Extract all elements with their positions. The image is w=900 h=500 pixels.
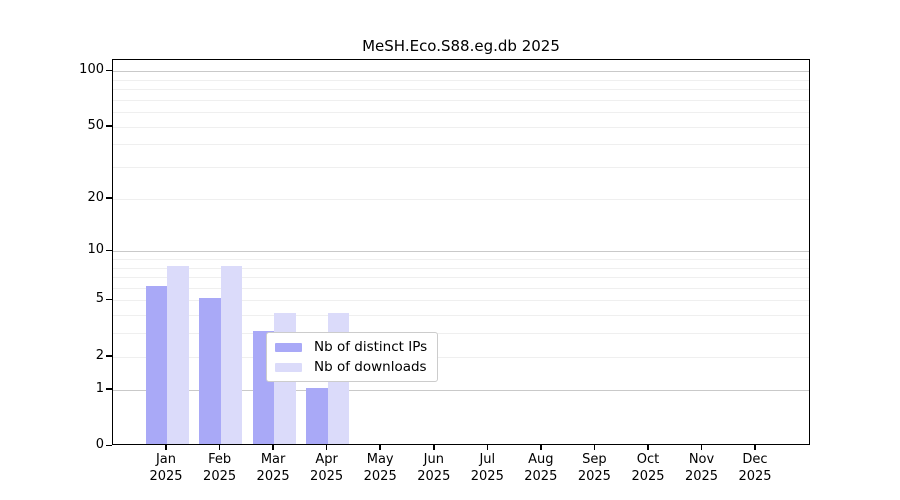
x-tick-label: May 2025 xyxy=(345,452,415,485)
x-tick-label: Apr 2025 xyxy=(292,452,362,485)
y-tick-label: 1 xyxy=(95,380,104,396)
bar-distinct-ips xyxy=(145,285,167,444)
legend: Nb of distinct IPs Nb of downloads xyxy=(266,332,439,382)
x-tick-label-month: Jan xyxy=(155,452,177,467)
y-tick-label: 10 xyxy=(87,242,104,258)
minor-gridline xyxy=(113,79,809,81)
x-tick-label: Jul 2025 xyxy=(452,452,522,485)
legend-label-distinct-ips: Nb of distinct IPs xyxy=(314,339,428,355)
minor-gridline xyxy=(113,258,809,260)
major-gridline xyxy=(113,389,809,391)
legend-swatch-distinct-ips xyxy=(275,342,302,352)
x-axis-tick xyxy=(218,445,221,450)
x-axis-tick xyxy=(754,445,756,450)
x-tick-label: Jun 2025 xyxy=(399,452,469,485)
x-tick-label-month: Nov xyxy=(688,452,715,467)
minor-gridline xyxy=(113,167,809,168)
major-gridline xyxy=(113,71,809,72)
y-axis-tick xyxy=(106,298,112,301)
legend-item-downloads: Nb of downloads xyxy=(275,359,427,375)
minor-gridline xyxy=(113,267,809,269)
minor-gridline xyxy=(113,198,809,200)
x-tick-label-month: May xyxy=(366,452,394,467)
x-tick-label: Dec 2025 xyxy=(720,452,790,485)
y-axis-tick xyxy=(106,69,112,71)
x-tick-label: Sep 2025 xyxy=(559,452,629,485)
x-axis-tick xyxy=(647,445,649,450)
x-tick-label-month: Mar xyxy=(260,452,286,467)
minor-gridline xyxy=(113,333,809,335)
x-tick-label-year: 2025 xyxy=(203,468,237,484)
minor-gridline xyxy=(113,99,809,101)
x-axis-tick xyxy=(325,445,328,450)
x-tick-label: Jan 2025 xyxy=(131,452,201,485)
y-axis-tick xyxy=(106,388,112,390)
major-gridline xyxy=(113,251,809,253)
x-tick-label-year: 2025 xyxy=(470,468,504,484)
chart-title: MeSH.Eco.S88.eg.db 2025 xyxy=(362,37,560,55)
minor-gridline xyxy=(113,126,809,128)
minor-gridline xyxy=(113,356,809,358)
x-tick-label-month: Jun xyxy=(423,452,444,467)
x-tick-label: Feb 2025 xyxy=(185,452,255,485)
minor-gridline xyxy=(113,287,809,289)
x-tick-label-year: 2025 xyxy=(524,468,558,484)
minor-gridline xyxy=(113,144,809,146)
x-axis-tick xyxy=(165,445,167,450)
y-tick-label: 0 xyxy=(95,437,104,452)
x-axis-tick xyxy=(486,445,488,450)
x-tick-label-year: 2025 xyxy=(363,468,397,484)
x-tick-label-month: Feb xyxy=(208,452,232,467)
x-tick-label-month: Apr xyxy=(315,452,338,467)
bar-downloads xyxy=(220,265,242,444)
x-axis-tick xyxy=(700,445,703,450)
x-tick-label-month: Aug xyxy=(528,452,554,467)
x-tick-label-month: Jul xyxy=(479,452,496,467)
x-tick-label-year: 2025 xyxy=(738,468,772,484)
x-tick-label: Nov 2025 xyxy=(667,452,737,485)
y-axis-tick xyxy=(106,125,112,127)
minor-gridline xyxy=(113,112,809,113)
plot-area xyxy=(112,59,810,445)
x-tick-label-month: Dec xyxy=(742,452,768,467)
x-tick-label-month: Sep xyxy=(582,452,607,467)
x-tick-label-year: 2025 xyxy=(310,468,344,484)
bar-distinct-ips xyxy=(199,298,221,444)
x-tick-label-year: 2025 xyxy=(417,468,451,484)
minor-gridline xyxy=(113,88,809,90)
x-tick-label-year: 2025 xyxy=(684,468,719,484)
x-tick-label: Aug 2025 xyxy=(506,452,576,485)
y-tick-label: 50 xyxy=(87,117,104,133)
x-tick-label-year: 2025 xyxy=(631,468,665,484)
x-axis-tick xyxy=(593,445,596,450)
x-tick-label-month: Oct xyxy=(636,452,660,467)
x-tick-label-year: 2025 xyxy=(149,468,183,484)
x-tick-label: Oct 2025 xyxy=(613,452,683,485)
x-axis-tick xyxy=(272,445,274,450)
y-tick-label: 20 xyxy=(87,189,104,205)
x-tick-label-year: 2025 xyxy=(577,468,611,484)
legend-swatch-downloads xyxy=(275,362,302,372)
y-tick-label: 100 xyxy=(79,62,104,77)
x-tick-label-year: 2025 xyxy=(256,468,290,484)
bar-distinct-ips xyxy=(306,387,328,444)
y-axis-tick xyxy=(106,355,112,357)
legend-item-distinct-ips: Nb of distinct IPs xyxy=(275,339,427,355)
x-axis-tick xyxy=(540,445,542,450)
x-axis-tick xyxy=(433,445,435,450)
minor-gridline xyxy=(113,277,809,278)
bar-downloads xyxy=(167,265,189,444)
y-axis-tick xyxy=(106,197,112,199)
y-tick-label: 5 xyxy=(95,291,104,307)
y-tick-label: 2 xyxy=(95,347,104,363)
x-axis-tick xyxy=(379,445,381,450)
y-axis-tick xyxy=(106,249,112,252)
y-axis-tick xyxy=(106,444,112,446)
legend-label-downloads: Nb of downloads xyxy=(314,359,427,375)
minor-gridline xyxy=(113,300,809,302)
x-tick-label: Mar 2025 xyxy=(238,452,308,485)
minor-gridline xyxy=(113,315,809,317)
